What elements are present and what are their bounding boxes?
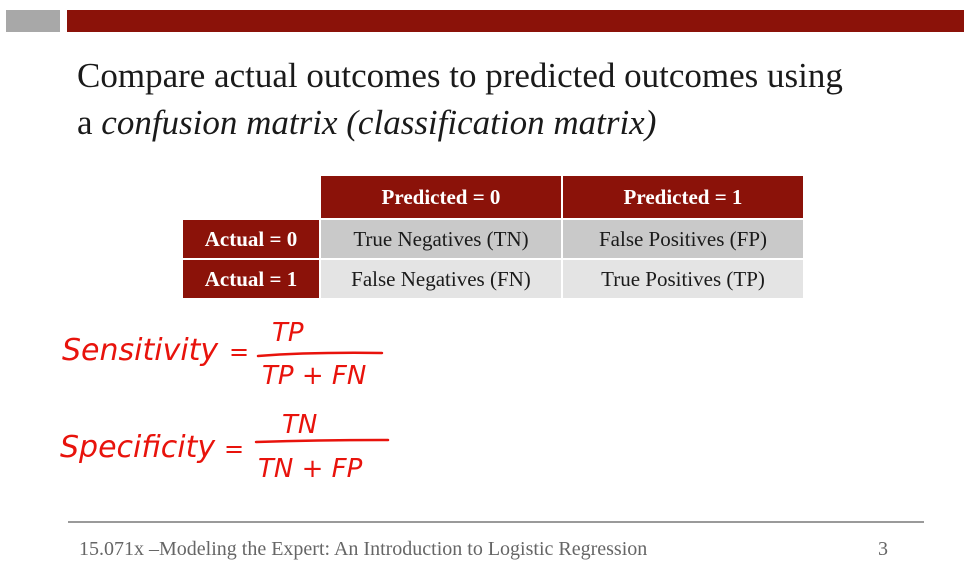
sensitivity-fraction-bar: [256, 351, 384, 358]
matrix-row-actual-1: Actual = 1 False Negatives (FN) True Pos…: [183, 260, 803, 298]
col-header-predicted-0: Predicted = 0: [321, 176, 561, 218]
specificity-fraction-bar: [254, 438, 390, 444]
specificity-equals: =: [224, 435, 244, 463]
row-header-actual-1: Actual = 1: [183, 260, 319, 298]
matrix-header-row: Predicted = 0 Predicted = 1: [183, 176, 803, 218]
sensitivity-denominator: TP + FN: [262, 361, 366, 391]
title-prefix: a: [77, 103, 102, 142]
header-grey-bar: [6, 10, 60, 32]
title-line-1: Compare actual outcomes to predicted out…: [77, 56, 843, 95]
col-header-predicted-1: Predicted = 1: [563, 176, 803, 218]
header-accent-bar: [67, 10, 964, 32]
confusion-matrix: Predicted = 0 Predicted = 1 Actual = 0 T…: [181, 174, 805, 300]
page-number: 3: [878, 538, 888, 560]
slide-title: Compare actual outcomes to predicted out…: [77, 52, 947, 146]
cell-true-negatives: True Negatives (TN): [321, 220, 561, 258]
specificity-numerator: TN: [282, 410, 317, 440]
row-header-actual-0: Actual = 0: [183, 220, 319, 258]
sensitivity-equals: =: [229, 338, 249, 366]
footer-course-title: 15.071x –Modeling the Expert: An Introdu…: [79, 538, 648, 560]
footer-divider: [68, 521, 924, 523]
sensitivity-label: Sensitivity: [62, 333, 219, 368]
matrix-row-actual-0: Actual = 0 True Negatives (TN) False Pos…: [183, 220, 803, 258]
cell-false-negatives: False Negatives (FN): [321, 260, 561, 298]
title-line-2: a confusion matrix (classification matri…: [77, 99, 947, 146]
cell-false-positives: False Positives (FP): [563, 220, 803, 258]
specificity-denominator: TN + FP: [258, 454, 363, 484]
cell-true-positives: True Positives (TP): [563, 260, 803, 298]
title-emphasis: confusion matrix (classification matrix): [101, 103, 657, 142]
sensitivity-numerator: TP: [272, 318, 304, 348]
specificity-label: Specificity: [60, 430, 216, 465]
